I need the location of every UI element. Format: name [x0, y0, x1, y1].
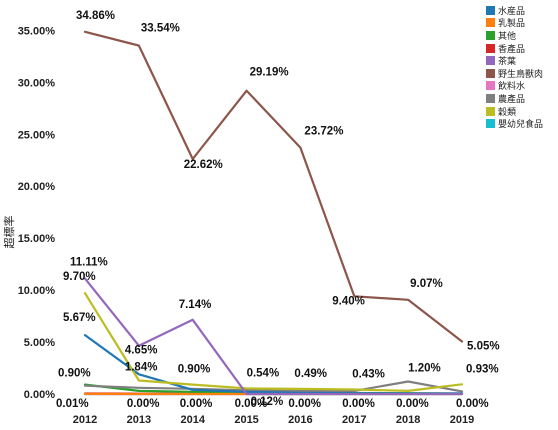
legend-label: 野生鳥獸肉: [498, 69, 544, 80]
legend-label: 嬰幼兒食品: [498, 120, 544, 131]
legend-swatch: [486, 93, 495, 103]
data-label: 0.93%: [466, 363, 499, 375]
data-label: 0.12%: [251, 396, 284, 408]
legend-item: 其他: [486, 29, 558, 42]
data-label: 0.00%: [288, 398, 321, 410]
x-tick-label: 2013: [127, 414, 151, 426]
legend-label: 穀類: [498, 107, 517, 118]
x-tick-label: 2016: [288, 414, 312, 426]
x-tick-label: 2015: [234, 414, 258, 426]
y-tick-label: 0.00%: [24, 389, 55, 401]
x-tick-label: 2019: [450, 414, 474, 426]
legend-swatch: [486, 106, 495, 116]
y-axis-title: 超標率: [2, 216, 16, 249]
data-label: 7.14%: [179, 299, 212, 311]
data-label: 0.00%: [127, 398, 160, 410]
legend-item: 茶葉: [486, 54, 558, 67]
data-label: 9.07%: [410, 278, 443, 290]
data-label: 9.40%: [332, 295, 365, 307]
legend-label: 飲料水: [498, 82, 526, 93]
legend-label: 乳製品: [498, 19, 526, 30]
data-label: 29.19%: [250, 67, 289, 79]
y-tick-label: 30.00%: [18, 77, 56, 89]
legend-swatch: [486, 68, 495, 78]
y-tick-label: 15.00%: [18, 233, 56, 245]
series-line: [83, 292, 464, 392]
x-tick-label: 2012: [73, 414, 97, 426]
legend: 水産品乳製品 其他香產品茶葉 野生鳥獸肉飲料水 農產品穀類嬰幼兒食品: [486, 4, 558, 130]
legend-item: 穀類: [486, 105, 558, 118]
legend-label: 茶葉: [498, 57, 517, 68]
data-label: 33.54%: [141, 23, 180, 35]
legend-swatch: [486, 30, 495, 40]
x-tick-label: 2017: [342, 414, 366, 426]
y-tick-label: 10.00%: [18, 285, 56, 297]
data-label: 0.00%: [180, 398, 213, 410]
legend-swatch: [486, 81, 495, 91]
x-tick-label: 2014: [180, 414, 205, 426]
data-label: 0.90%: [178, 364, 211, 376]
legend-swatch: [486, 5, 495, 15]
legend-label: 其他: [498, 31, 517, 42]
legend-item: 水産品: [486, 4, 558, 17]
data-label: 11.11%: [70, 257, 108, 269]
legend-label: 香產品: [498, 44, 526, 55]
legend-label: 農產品: [498, 94, 526, 105]
legend-label: 水産品: [498, 6, 526, 17]
data-label: 0.54%: [247, 367, 280, 379]
legend-swatch: [486, 43, 495, 53]
data-label: 5.05%: [467, 341, 500, 353]
series-line: [83, 30, 464, 343]
series-line: [83, 380, 464, 393]
data-label: 1.20%: [408, 363, 441, 375]
legend-swatch: [486, 56, 495, 66]
data-label: 23.72%: [304, 126, 343, 138]
y-axis-ticks: 0.00% 5.00% 10.00% 15.00% 20.00% 25.00% 30.00%…: [18, 25, 56, 401]
data-label: 0.00%: [396, 398, 429, 410]
data-label: 0.43%: [352, 369, 385, 381]
data-labels: 34.86% 33.54% 22.62% 29.19% 23.72% 9.40% 9.07%…: [56, 10, 500, 410]
data-label: 22.62%: [184, 159, 223, 171]
data-label: 0.90%: [58, 368, 91, 380]
y-axis-label: 超標率: [2, 216, 16, 249]
x-axis-ticks: 2012 2013 2014 2015 2016 2017 2018 2019: [73, 414, 474, 426]
legend-item: 香產品: [486, 42, 558, 55]
legend-swatch: [486, 18, 495, 28]
y-tick-label: 25.00%: [18, 129, 56, 141]
data-label: 0.00%: [235, 398, 268, 410]
legend-item: 飲料水: [486, 80, 558, 93]
data-label: 0.01%: [56, 398, 89, 410]
data-label: 4.65%: [125, 345, 158, 357]
data-label: 1.84%: [125, 361, 158, 373]
series-lines: [83, 30, 464, 396]
x-tick-label: 2018: [396, 414, 420, 426]
data-label: 0.00%: [342, 398, 375, 410]
data-label: 0.49%: [294, 368, 327, 380]
data-label: 5.67%: [63, 312, 96, 324]
legend-item: 農產品: [486, 92, 558, 105]
y-tick-label: 20.00%: [18, 181, 56, 193]
legend-item: 嬰幼兒食品: [486, 117, 558, 130]
series-line: [83, 277, 464, 396]
data-label: 0.00%: [456, 398, 489, 410]
legend-item: 乳製品: [486, 17, 558, 30]
legend-swatch: [486, 119, 495, 129]
data-label: 34.86%: [76, 10, 115, 22]
data-label: 9.70%: [63, 271, 96, 283]
y-tick-label: 5.00%: [24, 337, 55, 349]
y-tick-label: 35.00%: [18, 25, 56, 37]
legend-item: 野生鳥獸肉: [486, 67, 558, 80]
